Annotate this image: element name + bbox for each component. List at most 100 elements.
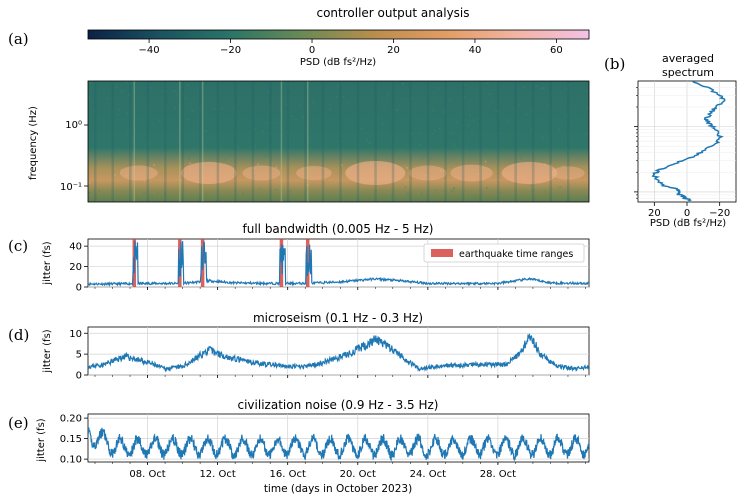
spectrogram-speckle [221, 107, 223, 110]
spectrogram-day-stripe [216, 81, 220, 202]
spectrogram-day-stripe [94, 81, 97, 202]
colorbar-ticks: −40 −20 0 20 40 60 [139, 39, 563, 56]
civilization-noise-ytick-label: 0.20 [60, 414, 82, 425]
spectrogram-speckle [585, 105, 588, 108]
spectrogram-speckle [523, 86, 526, 88]
spectrogram-speckle [474, 195, 476, 197]
spectrogram-speckle [548, 141, 551, 144]
spectrogram-panel: 10⁰ 10⁻¹ frequency (Hz) [28, 80, 590, 203]
spectrogram-speckle [356, 134, 358, 137]
spectrogram-speckle [421, 157, 423, 160]
spectrogram-day-stripe [234, 81, 237, 202]
microseism-frame [87, 326, 590, 376]
time-xtick-label: 28. Oct [480, 469, 516, 480]
averaged-title-2: spectrum [662, 66, 714, 79]
spectrogram-speckle [453, 188, 455, 190]
spectrogram-speckle [487, 82, 489, 84]
spectrogram-speckle [494, 152, 497, 155]
panel-label-a: (a) [8, 30, 29, 48]
spectrogram-speckle [484, 160, 487, 163]
spectrogram-speckle [270, 132, 273, 134]
spectrogram-speckle [164, 117, 166, 119]
averaged-title-1: averaged [662, 52, 714, 65]
spectrogram-speckle [474, 197, 476, 199]
spectrogram-speckle [585, 90, 588, 92]
spectrogram-speckle [233, 109, 236, 112]
spectrogram-speckle [271, 122, 273, 125]
spectrogram-speckle [472, 119, 475, 122]
spectrogram-speckle [527, 95, 530, 97]
legend-label: earthquake time ranges [459, 249, 573, 260]
spectrogram-speckle [126, 130, 129, 132]
spectrogram-speckle [517, 104, 520, 106]
spectrogram-speckle [411, 97, 413, 99]
spectrogram-speckle [150, 87, 153, 89]
spectrogram-speckle [544, 190, 547, 193]
spectrogram-speckle [311, 101, 314, 103]
spectrogram-hot-spot [408, 165, 447, 181]
spectrogram-speckle [117, 114, 119, 116]
spectrogram-speckle [557, 148, 560, 150]
spectrogram-speckle [529, 109, 532, 111]
spectrogram-speckle [149, 143, 152, 145]
spectrogram-speckle [89, 191, 91, 193]
spectrogram-day-stripe [321, 81, 325, 202]
spectrogram-speckle [507, 121, 509, 123]
spectrogram-speckle [369, 142, 371, 144]
microseism-panel: microseism (0.1 Hz - 0.3 Hz) 0 5 10 jitter… [42, 311, 590, 382]
spectrogram-speckle [286, 131, 289, 133]
spectrogram-day-stripe [111, 81, 115, 202]
spectrogram-speckle [323, 148, 325, 151]
spectrogram-speckle [275, 189, 277, 191]
spectrogram-speckle [189, 168, 192, 170]
civilization-noise-ytick-label: 0.10 [60, 455, 82, 466]
spectrogram-speckle [128, 94, 130, 96]
full-bandwidth-yticks: 0 20 40 [69, 242, 586, 294]
spectrogram-speckle [253, 128, 256, 130]
spectrogram-speckle [459, 140, 461, 142]
civilization-noise-ytick-label: 0.15 [60, 434, 82, 445]
spectrogram-speckle [432, 109, 434, 112]
spectrogram-speckle [570, 177, 572, 180]
full-bandwidth-line [88, 241, 589, 287]
spectrogram-day-stripe [356, 81, 360, 202]
spectrogram-speckle [406, 167, 408, 169]
spectrogram-speckle [491, 93, 493, 96]
spectrogram-speckle [543, 87, 545, 90]
spectrogram-blobs [88, 81, 589, 202]
spectrogram-day-stripe [444, 81, 447, 202]
spectrogram-hot-spot [296, 165, 332, 181]
spectrogram-quake-streak [201, 81, 204, 202]
spectrogram-hot-spot [242, 165, 281, 181]
civilization-noise-title: civilization noise (0.9 Hz - 3.5 Hz) [238, 398, 439, 412]
spectrogram-speckle [434, 130, 436, 132]
spectrogram-speckle [118, 108, 121, 111]
spectrogram-speckle [567, 114, 569, 117]
spectrogram-speckle [88, 192, 90, 194]
panel-label-b: (b) [604, 55, 625, 73]
spectrogram-day-stripe [479, 81, 482, 202]
spectrogram-speckle [404, 186, 407, 189]
spectrogram-speckle [531, 190, 533, 193]
spectrogram-speckle [566, 176, 569, 178]
spectrogram-speckle [164, 192, 166, 195]
spectrogram-speckle [193, 153, 195, 156]
spectrogram-speckle [410, 150, 413, 153]
spectrogram-hot-spot [119, 165, 158, 181]
spectrogram-speckle [585, 132, 588, 134]
spectrogram-speckle [432, 133, 434, 136]
spectrogram-day-stripe [496, 81, 500, 202]
spectrogram-speckle [98, 189, 101, 192]
spectrogram-speckle [566, 87, 568, 90]
spectrogram-speckle [237, 146, 240, 149]
spectrogram-day-stripe [391, 81, 395, 202]
colorbar-label: PSD (dB fs²/Hz) [300, 57, 376, 68]
spectrogram-speckle [401, 82, 404, 85]
spectrogram-speckle [542, 136, 544, 138]
spectrogram-speckle [500, 191, 502, 194]
time-xtick-label: 16. Oct [270, 469, 306, 480]
spectrogram-speckle [464, 96, 466, 98]
time-xtick-label: 12. Oct [199, 469, 235, 480]
spectrogram-speckle [106, 97, 109, 99]
